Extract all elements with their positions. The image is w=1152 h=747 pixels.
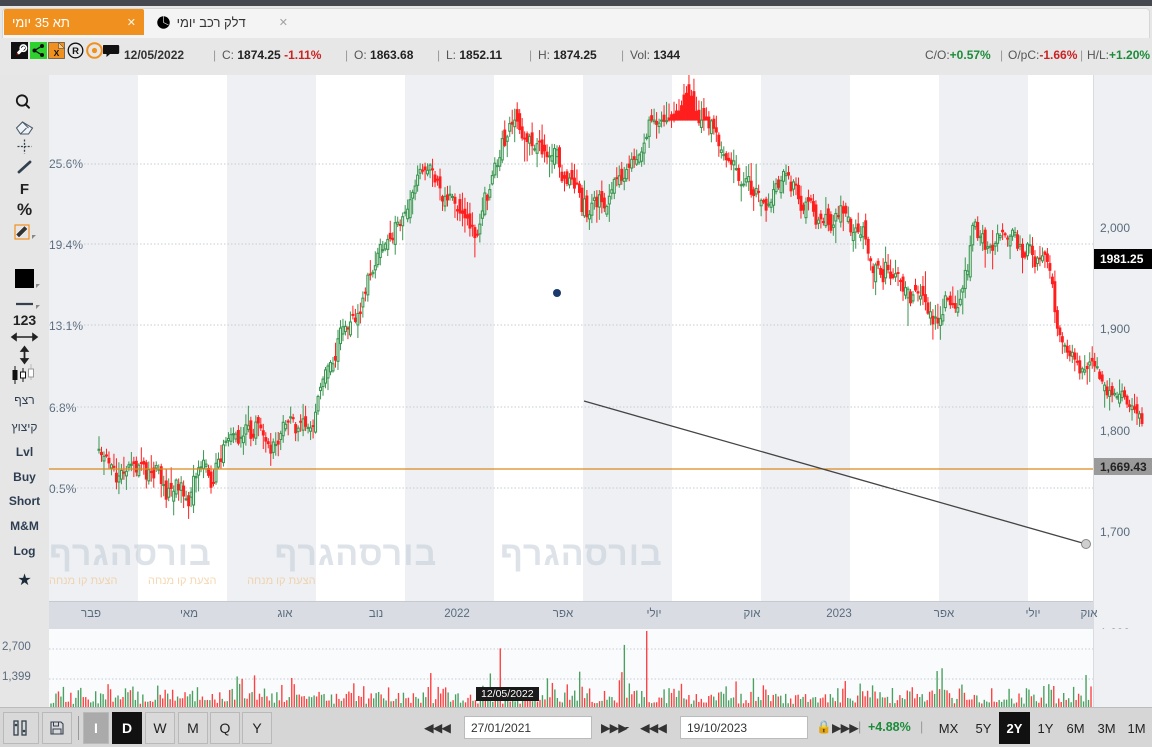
svg-text:F: F <box>20 181 29 198</box>
svg-text:R: R <box>72 46 79 57</box>
svg-text:123: 123 <box>13 312 37 328</box>
svg-text:X: X <box>54 48 60 58</box>
svg-text:%: % <box>17 200 32 219</box>
